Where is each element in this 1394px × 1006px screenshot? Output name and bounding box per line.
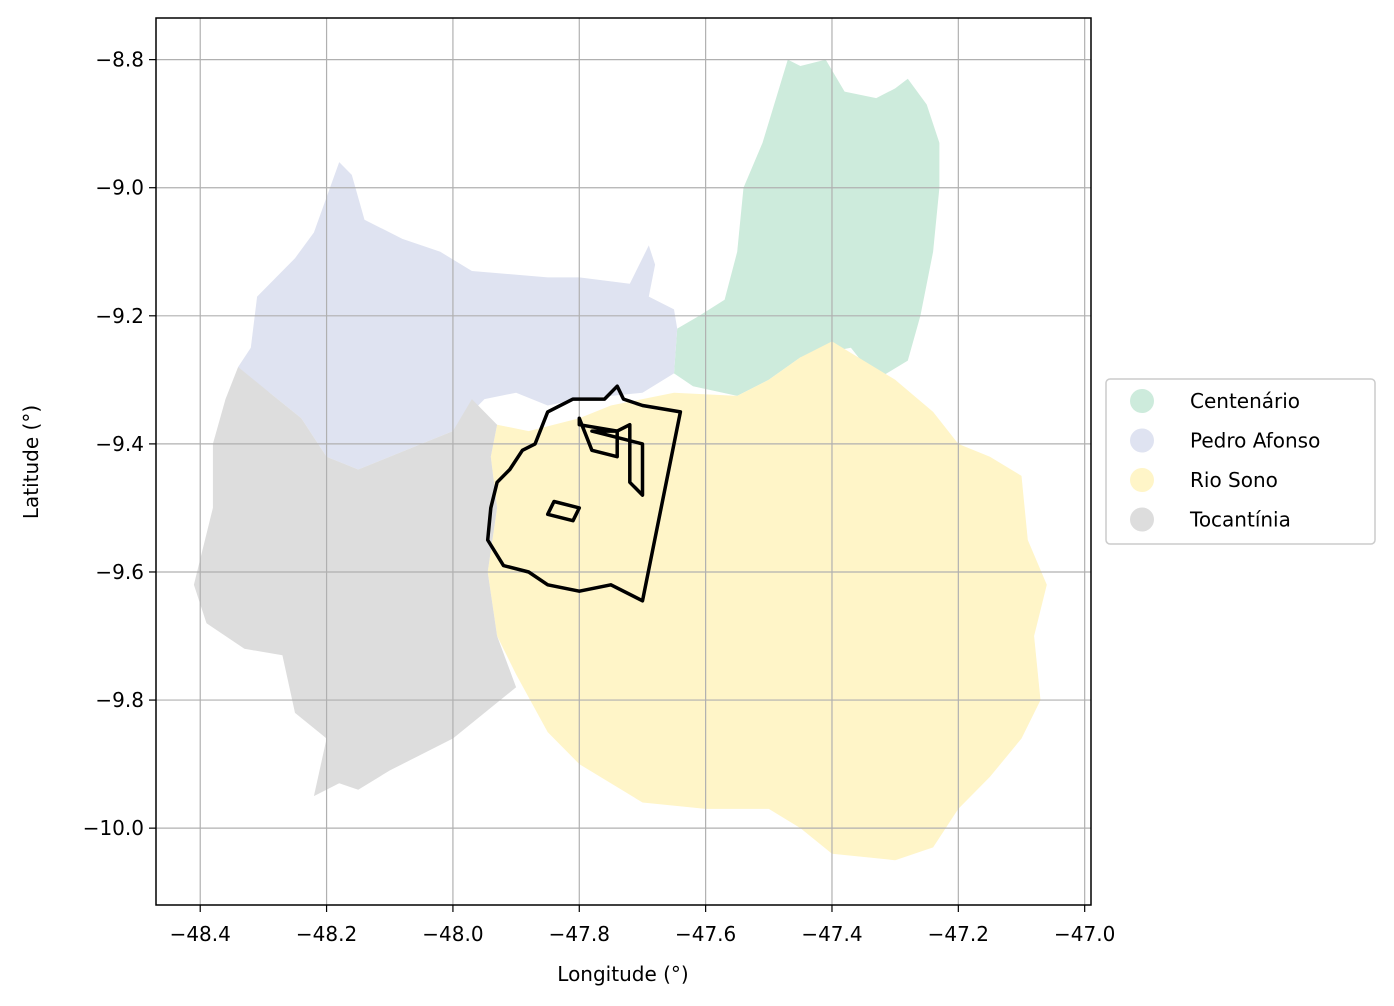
y-tick-label: −8.8 xyxy=(95,48,144,72)
grid-lines xyxy=(156,18,1091,905)
x-axis-ticks: −48.4 −48.2 −48.0 −47.8 −47.6 −47.4 −47.2 −47.0 xyxy=(170,905,1115,946)
legend-frame xyxy=(1105,378,1376,545)
x-tick-label: −47.6 xyxy=(675,922,736,946)
y-tick-label: −9.4 xyxy=(95,432,144,456)
outline-ring xyxy=(545,499,582,523)
legend-marker xyxy=(1130,389,1154,413)
region-tocantínia xyxy=(193,367,517,797)
y-tick-label: −9.0 xyxy=(95,176,144,200)
outline-ring xyxy=(590,422,645,497)
y-tick-label: −10.0 xyxy=(83,816,144,840)
legend-label: Rio Sono xyxy=(1190,468,1278,492)
x-tick-label: −47.2 xyxy=(928,922,989,946)
y-tick-label: −9.2 xyxy=(95,304,144,328)
x-tick-label: −48.4 xyxy=(170,922,231,946)
legend-marker xyxy=(1130,507,1154,532)
x-tick-label: −47.4 xyxy=(801,922,862,946)
legend-label: Tocantínia xyxy=(1189,508,1291,532)
y-axis-label: Latitude (°) xyxy=(19,405,43,519)
x-axis-label: Longitude (°) xyxy=(557,962,688,986)
outline-layer xyxy=(485,384,683,603)
region-centenário xyxy=(674,59,940,396)
y-axis-ticks: −8.8 −9.0 −9.2 −9.4 −9.6 −9.8 −10.0 xyxy=(83,48,156,840)
region-rio-sono xyxy=(487,341,1047,861)
y-tick-label: −9.8 xyxy=(95,688,144,712)
legend-label: Pedro Afonso xyxy=(1190,429,1320,453)
plot-frame xyxy=(155,17,1092,906)
legend-marker xyxy=(1130,428,1154,453)
regions-layer xyxy=(193,59,1047,861)
outline-ring xyxy=(577,416,619,459)
y-tick-label: −9.6 xyxy=(95,560,144,584)
legend-label: Centenário xyxy=(1190,389,1300,413)
legend-marker xyxy=(1130,468,1154,492)
x-tick-label: −47.8 xyxy=(549,922,610,946)
legend: Centenário Pedro Afonso Rio Sono Tocantínia xyxy=(1105,378,1376,545)
outline-ring xyxy=(485,384,683,603)
x-tick-label: −47.0 xyxy=(1054,922,1115,946)
x-tick-label: −48.0 xyxy=(422,922,483,946)
x-tick-label: −48.2 xyxy=(296,922,357,946)
